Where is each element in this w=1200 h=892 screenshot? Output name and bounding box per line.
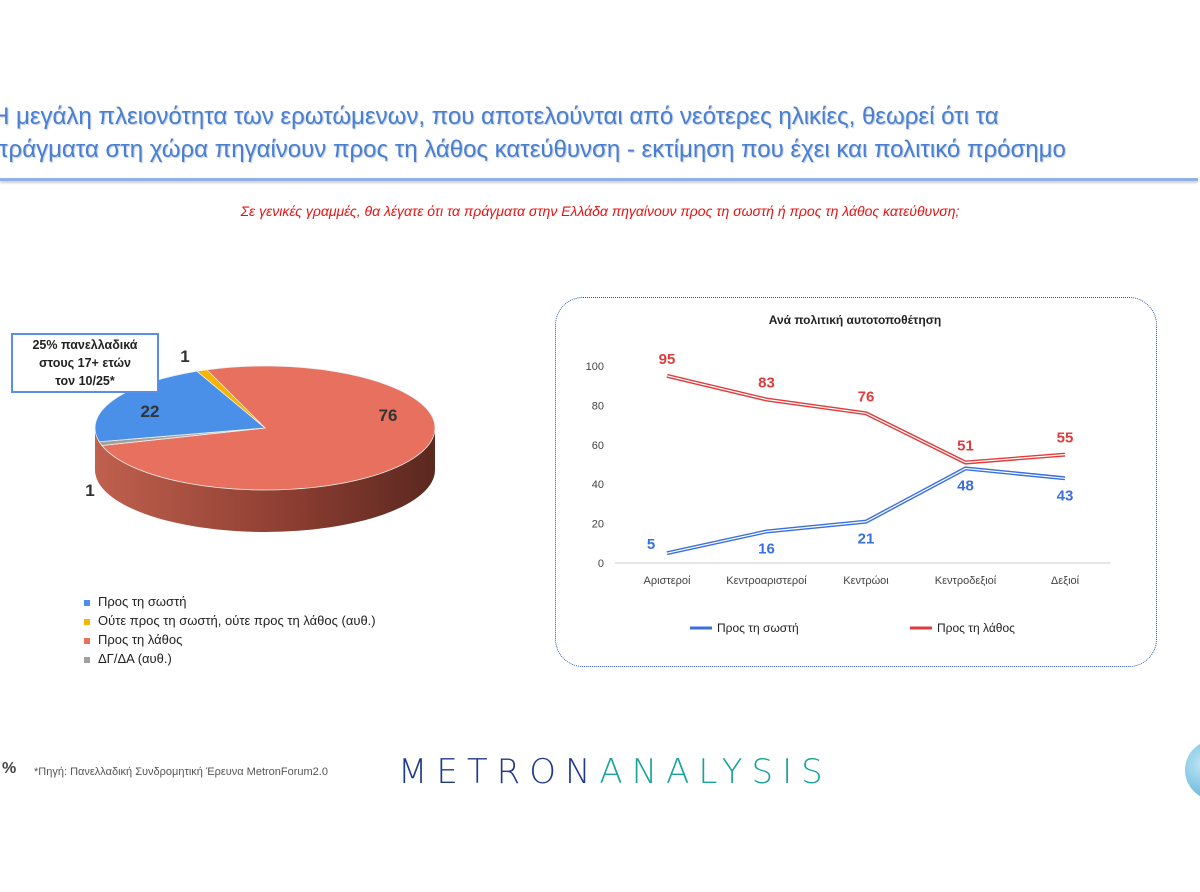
chart-title: Ανά πολιτική αυτοτοποθέτηση: [769, 313, 942, 327]
y-tick-label: 80: [592, 400, 604, 412]
legend-label: ΔΓ/ΔΑ (αυθ.): [98, 651, 172, 666]
line-chart-frame: [555, 297, 1157, 667]
pie-side-wall: [95, 428, 435, 532]
pie-slice: [101, 365, 436, 491]
logo-part: ANALYSIS: [599, 752, 832, 792]
data-label: 48: [957, 477, 974, 494]
x-tick-label: Κεντρώοι: [843, 575, 889, 587]
pie-legend: Προς τη σωστή Ούτε προς τη σωστή, ούτε πρ…: [84, 592, 376, 668]
legend-swatch: [84, 618, 90, 625]
annotation-line: 25% πανελλαδικά: [32, 338, 138, 352]
legend-label: Προς τη λάθος: [937, 621, 1015, 635]
data-label: 43: [1057, 487, 1074, 504]
title-line-2: πράγματα στη χώρα πηγαίνουν προς τη λάθο…: [0, 136, 1066, 163]
y-tick-label: 20: [592, 519, 604, 531]
pie-data-label: 76: [379, 406, 398, 425]
legend-swatch: [84, 656, 90, 663]
series-line-highlight: [666, 375, 1066, 464]
data-label: 16: [758, 540, 775, 557]
x-tick-label: Αριστεροί: [644, 575, 691, 587]
annotation-box: 25% πανελλαδικά στους 17+ ετών τον 10/25…: [11, 333, 159, 393]
pie-slice: [196, 369, 266, 429]
legend-label: Προς τη λάθος: [98, 632, 183, 647]
data-label: 55: [1057, 430, 1074, 447]
y-tick-label: 60: [592, 440, 604, 452]
legend-label: Προς τη σωστή: [717, 621, 799, 635]
legend-item: ΔΓ/ΔΑ (αυθ.): [84, 649, 376, 668]
data-label: 83: [758, 374, 775, 391]
y-tick-label: 100: [586, 361, 604, 373]
pie-data-label: 22: [141, 402, 160, 421]
title-line-1: Η μεγάλη πλειονότητα των ερωτώμενων, που…: [0, 103, 999, 130]
pie-data-label: 1: [85, 481, 94, 500]
pie-data-label: 1: [180, 347, 189, 366]
metron-analysis-logo: METRONANALYSIS: [398, 752, 832, 792]
source-footnote: *Πηγή: Πανελλαδική Συνδρομητική Έρευνα M…: [34, 766, 328, 778]
data-label: 21: [858, 531, 875, 548]
legend-item: Προς τη λάθος: [84, 630, 376, 649]
legend-item: Ούτε προς τη σωστή, ούτε προς τη λάθος (…: [84, 611, 376, 630]
legend-swatch: [84, 637, 90, 644]
percent-icon: %: [2, 760, 17, 777]
title-divider: [0, 178, 1198, 181]
legend-label: Προς τη σωστή: [98, 594, 187, 609]
data-label: 51: [957, 438, 974, 455]
annotation-line: στους 17+ ετών: [38, 356, 132, 370]
logo-part: METRON: [398, 752, 600, 792]
x-tick-label: Δεξιοί: [1051, 575, 1080, 587]
y-tick-label: 0: [598, 558, 604, 570]
y-tick-label: 40: [592, 479, 604, 491]
survey-question: Σε γενικές γραμμές, θα λέγατε ότι τα πρά…: [240, 203, 960, 219]
x-tick-label: Κεντροαριστεροί: [726, 575, 807, 587]
data-label: 5: [647, 536, 655, 553]
legend-swatch: [84, 599, 90, 606]
legend-item: Προς τη σωστή: [84, 592, 376, 611]
data-label: 95: [659, 351, 676, 368]
annotation-line: τον 10/25*: [55, 374, 115, 388]
decorative-orb: [1185, 740, 1200, 800]
legend-label: Ούτε προς τη σωστή, ούτε προς τη λάθος (…: [98, 613, 376, 628]
series-line-highlight: [666, 467, 1066, 554]
slide-title: Η μεγάλη πλειονότητα των ερωτώμενων, που…: [0, 100, 1200, 166]
data-label: 76: [858, 388, 875, 405]
line-chart: Ανά πολιτική αυτοτοποθέτηση 0 20 40 60 80 100 Α…: [586, 313, 1110, 635]
x-tick-label: Κεντροδεξιοί: [935, 575, 997, 587]
